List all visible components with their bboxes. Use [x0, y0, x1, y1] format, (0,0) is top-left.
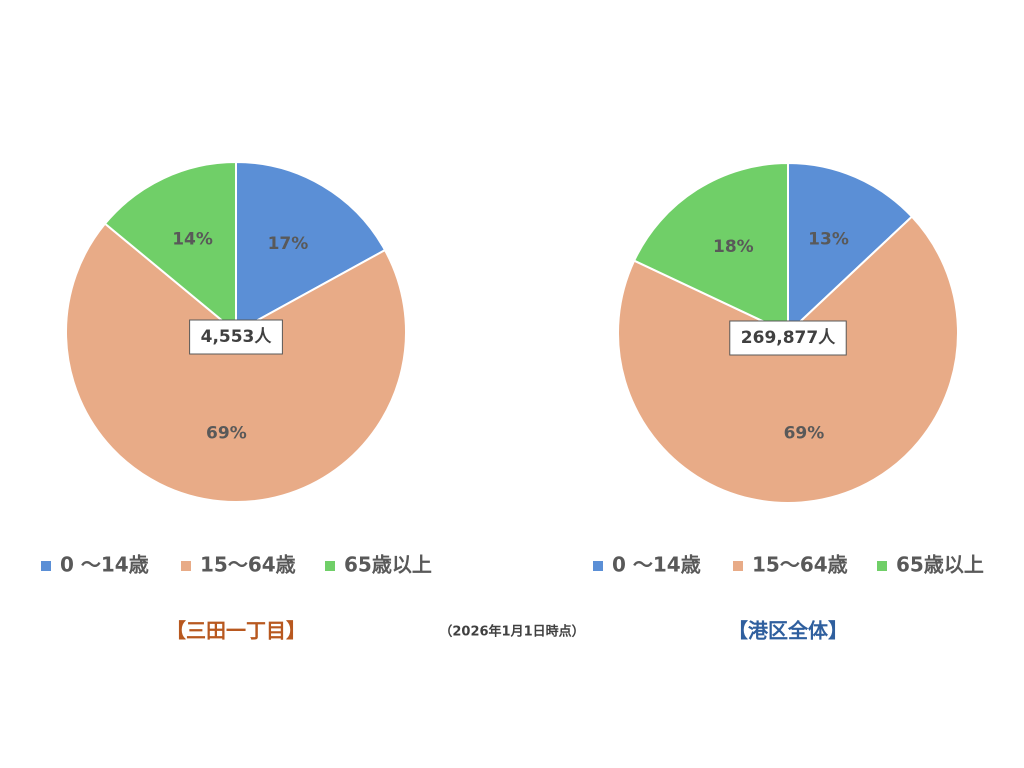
- annotation: 269,877人: [741, 328, 836, 348]
- data-label: 17%: [268, 234, 309, 254]
- legend-label: 0 ～14歳: [612, 553, 701, 577]
- pie-slice: [235, 160, 387, 334]
- pie-slice: [632, 161, 789, 335]
- pie-slice: [103, 160, 237, 335]
- legend-label: 15～64歳: [200, 553, 296, 577]
- footnote: （2026年1月1日時点）: [439, 624, 584, 640]
- legend-label: 65歳以上: [896, 553, 984, 577]
- legend-label: 15～64歳: [752, 553, 848, 577]
- pie-slice: [617, 215, 959, 504]
- data-label: 69%: [784, 424, 825, 444]
- annotation: 4,553人: [201, 327, 273, 347]
- data-label: 13%: [808, 229, 849, 249]
- chart-title: 【港区全体】: [728, 619, 848, 643]
- pie-slice: [787, 161, 914, 336]
- legend-marker: [325, 561, 335, 571]
- annotation-box: [729, 320, 847, 356]
- legend-marker: [733, 561, 743, 571]
- legend-marker: [181, 561, 191, 571]
- legend-marker: [877, 561, 887, 571]
- pie-slice: [65, 222, 407, 503]
- legend-label: 65歳以上: [344, 553, 432, 577]
- legend-label: 0 ～14歳: [60, 553, 149, 577]
- data-label: 14%: [172, 230, 213, 250]
- legend-marker: [593, 561, 603, 571]
- legend-marker: [41, 561, 51, 571]
- chart-title: 【三田一丁目】: [166, 619, 306, 643]
- data-label: 18%: [713, 237, 754, 257]
- data-label: 69%: [206, 424, 247, 444]
- annotation-box: [189, 319, 283, 355]
